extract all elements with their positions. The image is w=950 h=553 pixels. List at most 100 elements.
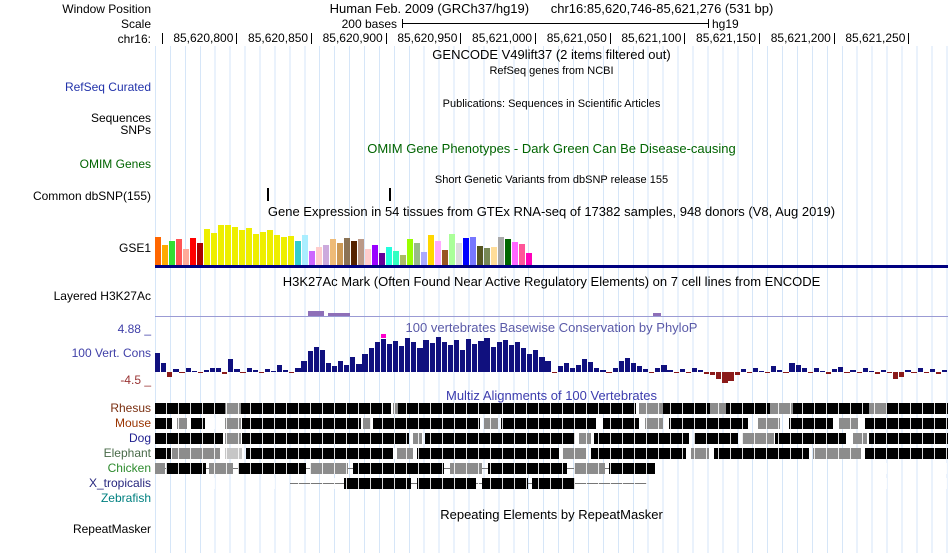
gtex-bar <box>225 225 231 265</box>
track-subtitle-dbsnp: Short Genetic Variants from dbSNP releas… <box>434 174 669 186</box>
alignment-texture <box>155 448 948 459</box>
cons-bar-negative <box>826 372 832 374</box>
cons-bar-positive <box>667 369 673 372</box>
alignment-track[interactable] <box>155 478 948 489</box>
ruler-tick <box>759 33 761 44</box>
cons-bar-negative <box>935 372 942 374</box>
cons-bar-negative <box>856 372 862 374</box>
track-label-sequences[interactable]: Sequences <box>90 111 151 125</box>
track-title-repeatmasker: Repeating Elements by RepeatMasker <box>440 507 663 522</box>
cons-bar-positive <box>545 360 551 372</box>
gtex-bar <box>435 241 441 265</box>
track-separator-line <box>155 265 948 268</box>
gtex-bar <box>218 225 224 265</box>
ruler-coordinate: 85,621,000 <box>472 31 533 45</box>
gtex-bar <box>309 251 315 265</box>
alignment-track[interactable] <box>155 418 948 429</box>
dbsnp-variant-tick <box>388 188 391 201</box>
window-position-label: Window Position <box>62 2 151 16</box>
assembly-tag: hg19 <box>712 17 739 31</box>
ruler-coordinate: 85,621,100 <box>621 31 682 45</box>
track-title-gencode: GENCODE V49lift37 (2 items filtered out) <box>432 47 671 62</box>
track-label-dbsnp[interactable]: Common dbSNP(155) <box>32 189 151 203</box>
gtex-bar <box>386 247 392 265</box>
conservation-histogram[interactable] <box>155 334 948 386</box>
cons-bar-negative <box>923 372 929 373</box>
gtex-bar <box>323 245 329 265</box>
h3k27ac-signal-track[interactable] <box>155 308 948 317</box>
cons-bar-negative <box>240 372 246 373</box>
species-label-x_tropicalis[interactable]: X_tropicalis <box>88 476 151 490</box>
track-title-omim: OMIM Gene Phenotypes - Dark Green Can Be… <box>367 141 736 156</box>
cons-bar-positive <box>777 369 783 372</box>
species-label-zebrafish[interactable]: Zebrafish <box>100 491 151 505</box>
alignment-track[interactable] <box>155 493 948 504</box>
cons-bar-negative <box>807 372 813 373</box>
species-label-chicken[interactable]: Chicken <box>107 461 151 475</box>
species-label-elephant[interactable]: Elephant <box>103 446 151 460</box>
chromosome-label: chr16: <box>117 32 151 46</box>
ruler-tick <box>535 33 537 44</box>
gtex-expression-bars[interactable] <box>155 222 948 265</box>
ruler-tick <box>161 33 163 44</box>
alignment-track[interactable] <box>155 433 948 444</box>
track-label-h3k27ac[interactable]: Layered H3K27Ac <box>53 289 151 303</box>
alignment-texture <box>155 418 948 429</box>
cons-bar-positive <box>533 349 539 372</box>
track-label-100-vert-cons[interactable]: 100 Vert. Cons <box>71 346 151 360</box>
cons-bar-positive <box>600 369 606 372</box>
conservation-min-label: -4.5 _ <box>120 373 151 387</box>
cons-bar-positive <box>417 348 423 372</box>
conservation-max-label: 4.88 _ <box>117 322 151 336</box>
cons-bar-positive <box>331 366 338 372</box>
track-title-phylop: 100 vertebrates Basewise Conservation by… <box>405 320 698 335</box>
cons-bar-positive <box>429 343 435 372</box>
cons-bar-positive <box>161 363 167 372</box>
cons-bar-negative <box>258 372 264 373</box>
gtex-bar <box>176 239 182 265</box>
track-label-refseq-curated[interactable]: RefSeq Curated <box>64 80 151 94</box>
species-label-dog[interactable]: Dog <box>128 431 151 445</box>
track-label-gene-gse1[interactable]: GSE1 <box>118 241 151 255</box>
cons-bar-positive <box>399 346 405 372</box>
cons-bar-positive <box>264 369 271 372</box>
gtex-bar <box>456 243 462 265</box>
cons-bar-negative <box>179 372 185 373</box>
cons-bar-positive <box>905 369 911 372</box>
gtex-bar <box>190 238 196 265</box>
gtex-bar <box>232 227 238 265</box>
cons-bar-positive <box>539 357 545 372</box>
dbsnp-variants-track[interactable] <box>155 188 948 202</box>
ruler-coordinate: 85,620,800 <box>173 31 234 45</box>
cons-bar-positive <box>386 343 393 372</box>
alignment-track[interactable] <box>155 403 948 414</box>
gtex-bar <box>330 239 336 265</box>
cons-bar-positive <box>277 365 283 372</box>
multiz-species-row: X_tropicalis <box>0 476 950 490</box>
alignment-track[interactable] <box>155 463 948 474</box>
multiz-species-row: Dog <box>0 431 950 445</box>
track-subtitle-refseq: RefSeq genes from NCBI <box>489 65 614 77</box>
gtex-bar <box>365 249 371 265</box>
track-title-gtex: Gene Expression in 54 tissues from GTEx … <box>267 204 836 219</box>
gtex-bar <box>379 253 385 265</box>
track-label-omim-genes[interactable]: OMIM Genes <box>79 157 151 171</box>
species-label-mouse[interactable]: Mouse <box>114 416 151 430</box>
gtex-bar <box>337 243 343 265</box>
alignment-track[interactable] <box>155 448 948 459</box>
cons-bar-positive <box>350 357 356 372</box>
cons-bar-negative <box>783 372 789 374</box>
ruler-tick <box>311 33 313 44</box>
cons-bar-negative <box>728 372 734 382</box>
multiz-species-row: Rhesus <box>0 401 950 415</box>
cons-bar-negative <box>765 372 771 374</box>
cons-bar-positive <box>636 366 643 372</box>
alignment-texture <box>155 403 948 414</box>
gtex-bar <box>316 247 322 265</box>
cons-bar-positive <box>295 368 301 372</box>
gtex-bar <box>288 236 294 265</box>
gtex-bar <box>400 255 406 265</box>
species-label-rhesus[interactable]: Rhesus <box>110 401 151 415</box>
track-label-repeatmasker[interactable]: RepeatMasker <box>72 522 151 536</box>
track-label-snps[interactable]: SNPs <box>120 123 151 137</box>
